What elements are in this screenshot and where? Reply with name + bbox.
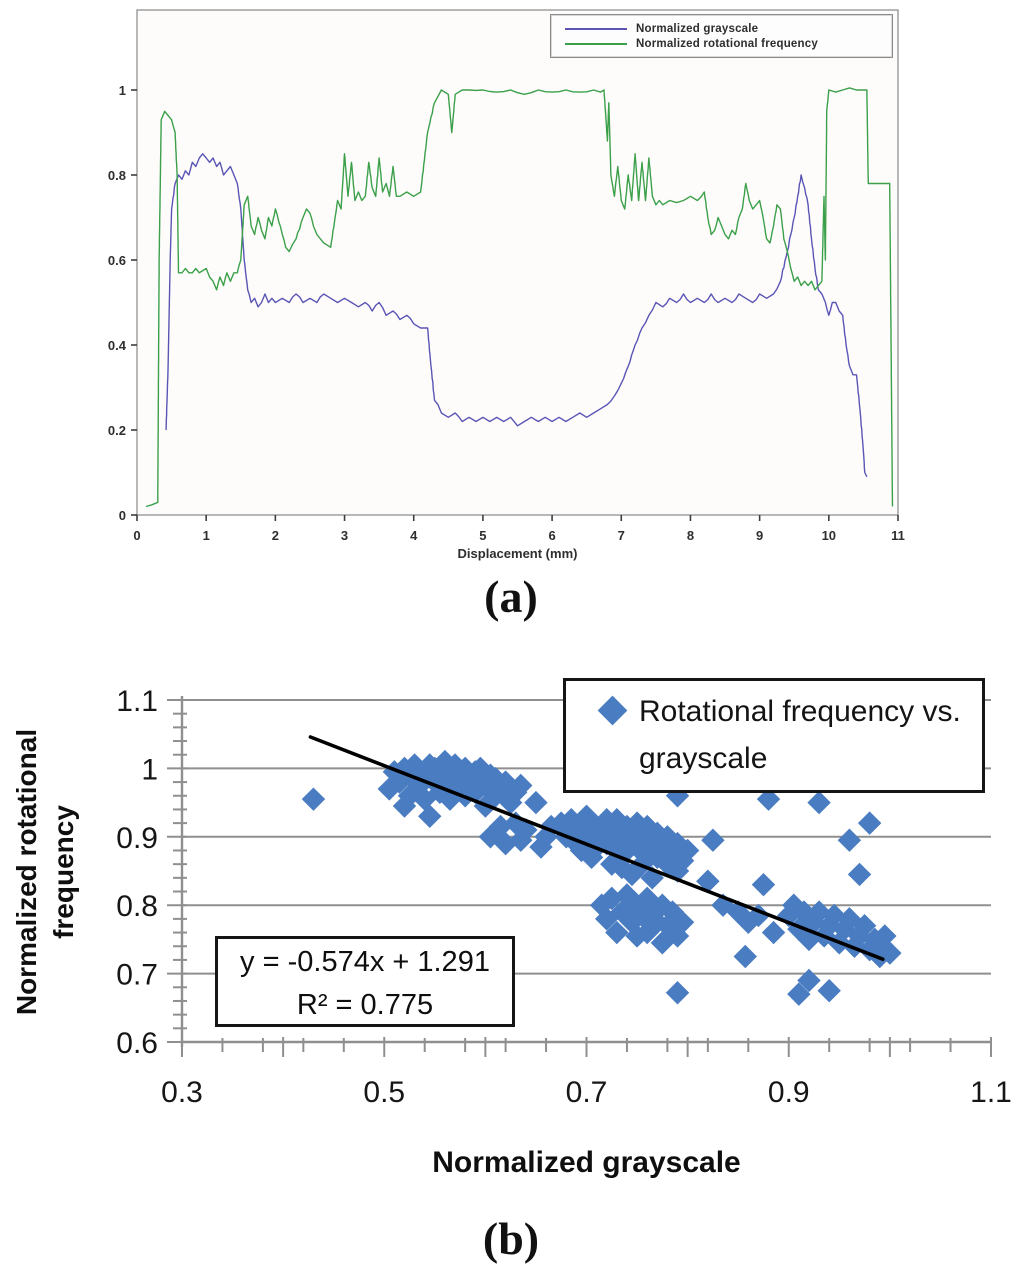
panel-b-x-axis-title: Normalized grayscale [432,1146,741,1179]
svg-text:0.4: 0.4 [108,338,127,353]
svg-text:9: 9 [756,528,763,543]
r-squared-value: R² = 0.775 [296,989,434,1021]
svg-text:0: 0 [119,508,126,523]
y-axis-title-line1: Normalized rotational [11,728,42,1016]
trendline-equation-box: y = -0.574x + 1.291 R² = 0.775 [215,936,515,1027]
legend-item-grayscale: Normalized grayscale [559,23,884,35]
svg-text:0.9: 0.9 [768,1076,810,1109]
legend-label-grayscale: Normalized grayscale [636,22,759,35]
svg-text:Displacement (mm): Displacement (mm) [458,546,578,561]
svg-text:1.1: 1.1 [970,1076,1012,1109]
svg-text:0: 0 [133,528,140,543]
svg-text:0.5: 0.5 [363,1076,405,1109]
legend-item-rotational: Normalized rotational frequency [559,38,884,50]
svg-text:1.1: 1.1 [116,685,158,718]
diamond-marker-icon [597,695,628,726]
panel-a-legend: Normalized grayscale Normalized rotation… [550,14,893,58]
svg-text:4: 4 [410,528,418,543]
svg-text:3: 3 [341,528,348,543]
svg-text:0.8: 0.8 [116,890,158,923]
caption-a: (a) [484,571,538,622]
svg-text:1: 1 [203,528,210,543]
rotational-line-swatch [565,42,627,45]
caption-b: (b) [482,1213,540,1264]
panel-b-y-axis-title: Normalized rotational frequency [8,682,84,1062]
svg-text:0.8: 0.8 [108,168,126,183]
svg-text:2: 2 [272,528,279,543]
legend-row: Rotational frequency vs. [597,688,982,735]
svg-text:0.3: 0.3 [161,1076,203,1109]
legend-label-line2: grayscale [639,742,768,775]
panel-b-legend: Rotational frequency vs. grayscale [563,678,985,793]
svg-text:0.9: 0.9 [116,822,158,855]
y-axis-title-line2: frequency [48,805,79,939]
legend-label-line1: Rotational frequency vs. [639,695,961,728]
svg-text:8: 8 [687,528,694,543]
grayscale-line-swatch [565,27,627,30]
legend-label-rotational: Normalized rotational frequency [636,37,818,50]
svg-text:6: 6 [548,528,555,543]
svg-text:0.6: 0.6 [108,253,126,268]
svg-text:1: 1 [119,83,126,98]
svg-text:0.7: 0.7 [116,959,158,992]
svg-text:0.6: 0.6 [116,1027,158,1060]
svg-text:0.2: 0.2 [108,423,126,438]
svg-text:0.7: 0.7 [566,1076,608,1109]
svg-text:7: 7 [618,528,625,543]
svg-text:1: 1 [141,753,158,786]
svg-text:11: 11 [891,528,905,543]
trendline-equation: y = -0.574x + 1.291 [240,946,490,978]
svg-text:5: 5 [479,528,486,543]
svg-text:10: 10 [822,528,836,543]
